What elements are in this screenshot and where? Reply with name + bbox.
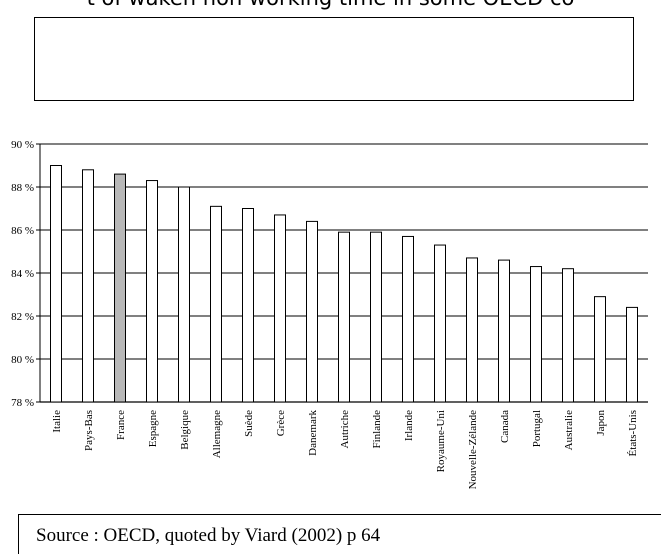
- y-tick-label: 84 %: [11, 268, 34, 280]
- source-box: [18, 514, 661, 554]
- bar: [50, 165, 62, 403]
- bar: [466, 257, 478, 403]
- x-category-label: Danemark: [307, 410, 319, 456]
- bar-chart: 78 % 80 % 82 % 84 % 86 % 88 % 90 % Italie Pays-B…: [11, 139, 648, 489]
- x-category-label: Suède: [243, 410, 255, 437]
- y-tick-label: 90 %: [11, 139, 34, 151]
- bar: [370, 231, 382, 403]
- x-category-label: Australie: [563, 410, 575, 450]
- bar: [530, 266, 542, 403]
- bar: [146, 180, 158, 403]
- x-category-label: Canada: [499, 410, 511, 443]
- chart-title-fragment: t of waken non working time in some OECD…: [0, 0, 661, 10]
- bar: [306, 220, 318, 403]
- label-layer: 78 % 80 % 82 % 84 % 86 % 88 % 90 % Italie Pays-B…: [11, 139, 639, 489]
- x-category-label: Espagne: [147, 410, 159, 447]
- x-category-label: Royaume-Uni: [435, 410, 447, 472]
- bar: [178, 186, 190, 403]
- bar: [274, 214, 286, 403]
- x-category-label: France: [115, 410, 127, 440]
- x-category-label: Finlande: [371, 410, 383, 449]
- y-tick-label: 86 %: [11, 225, 34, 237]
- empty-text-box: [34, 17, 634, 101]
- y-tick-label: 82 %: [11, 311, 34, 323]
- bar: [594, 296, 606, 403]
- bar: [114, 173, 126, 403]
- bar-layer: [50, 165, 638, 403]
- bar: [402, 235, 414, 403]
- x-category-label: Belgique: [179, 410, 191, 450]
- bar: [498, 259, 510, 403]
- y-tick-label: 80 %: [11, 354, 34, 366]
- x-category-label: Nouvelle-Zélande: [467, 410, 479, 490]
- bar: [82, 169, 94, 403]
- bar: [626, 306, 638, 403]
- x-category-label: Portugal: [531, 410, 543, 447]
- y-tick-label: 88 %: [11, 182, 34, 194]
- x-category-label: Japon: [595, 410, 607, 436]
- bar: [562, 268, 574, 403]
- bar: [210, 205, 222, 403]
- bar: [242, 208, 254, 403]
- source-text: Source : OECD, quoted by Viard (2002) p …: [36, 525, 381, 546]
- x-category-label: Allemagne: [211, 410, 223, 458]
- x-category-label: Irlande: [403, 410, 415, 441]
- x-category-label: Italie: [51, 410, 63, 433]
- bar: [434, 244, 446, 403]
- x-category-label: États-Unis: [627, 410, 639, 456]
- x-category-label: Grèce: [275, 410, 287, 436]
- x-category-label: Pays-Bas: [83, 410, 95, 451]
- y-tick-label: 78 %: [11, 397, 34, 409]
- bar: [338, 231, 350, 403]
- x-category-label: Autriche: [339, 410, 351, 449]
